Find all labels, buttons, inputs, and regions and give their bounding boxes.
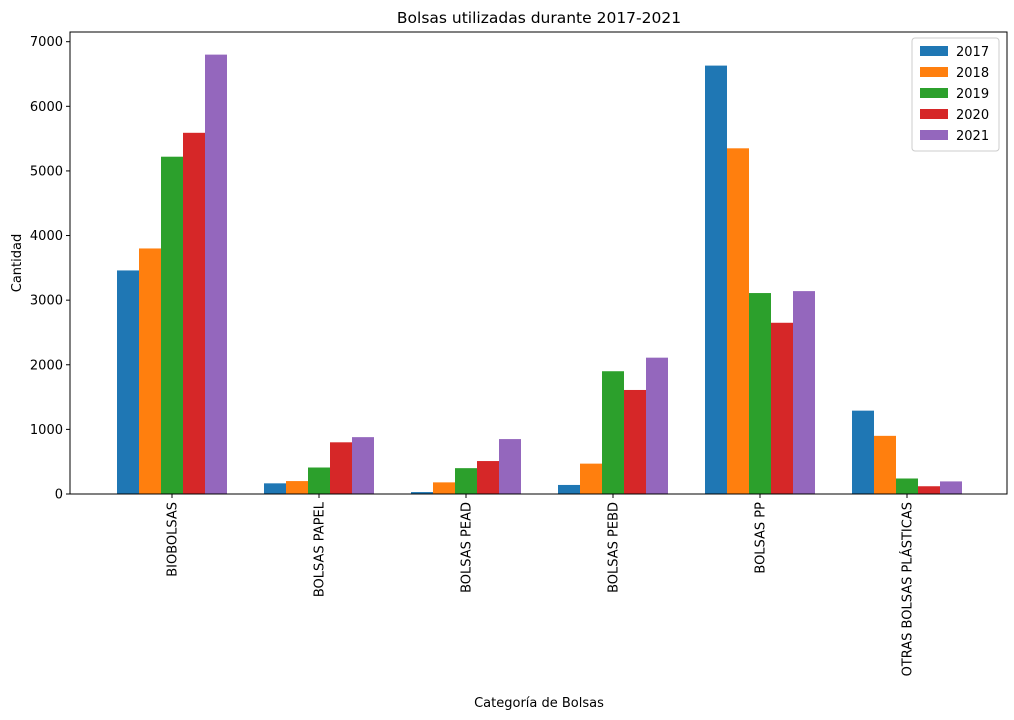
bar-bolsas-papel-2019 (308, 467, 330, 494)
x-tick-label: BOLSAS PEAD (460, 502, 475, 593)
bar-biobolsas-2021 (205, 54, 227, 494)
legend-label-2021: 2021 (956, 129, 989, 144)
bar-otras-bolsas-pl-sticas-2021 (940, 481, 962, 494)
bar-bolsas-pp-2017 (705, 65, 727, 494)
bar-bolsas-pead-2020 (477, 461, 499, 494)
bar-bolsas-pead-2018 (433, 482, 455, 494)
bar-bolsas-pead-2017 (411, 492, 433, 494)
chart-title: Bolsas utilizadas durante 2017-2021 (397, 9, 681, 27)
x-axis-title: Categoría de Bolsas (474, 696, 604, 711)
bar-otras-bolsas-pl-sticas-2018 (874, 435, 896, 494)
plot-frame (69, 31, 1008, 495)
legend-label-2020: 2020 (956, 108, 989, 123)
x-axis: BIOBOLSAS BOLSAS PAPEL BOLSAS PEAD BOLSAS P… (166, 494, 916, 676)
bar-bolsas-pebd-2017 (558, 484, 580, 494)
bar-otras-bolsas-pl-sticas-2019 (896, 478, 918, 494)
legend-label-2019: 2019 (956, 87, 989, 102)
y-tick-label: 5000 (30, 164, 63, 179)
bar-biobolsas-2018 (139, 248, 161, 494)
bar-otras-bolsas-pl-sticas-2020 (918, 486, 940, 494)
y-tick-label: 3000 (30, 294, 63, 309)
legend-swatch-2019 (920, 88, 948, 98)
legend-label-2017: 2017 (956, 45, 989, 60)
x-tick-label: BOLSAS PEBD (607, 502, 622, 593)
legend-swatch-2017 (920, 46, 948, 56)
bar-bolsas-papel-2020 (330, 442, 352, 494)
bar-bolsas-pp-2019 (749, 293, 771, 494)
bar-bolsas-pp-2021 (793, 291, 815, 494)
legend-frame (911, 37, 1000, 152)
y-tick-label: 0 (55, 488, 63, 503)
bar-biobolsas-2017 (117, 270, 139, 494)
x-tick-label: BIOBOLSAS (166, 502, 181, 577)
bar-bolsas-papel-2017 (264, 483, 286, 494)
y-axis: 0 1000 2000 3000 4000 5000 6000 7000 (30, 35, 70, 503)
bar-biobolsas-2019 (161, 156, 183, 494)
bar-bolsas-pebd-2020 (624, 389, 646, 494)
bar-bolsas-pebd-2021 (646, 357, 668, 494)
bar-bolsas-pebd-2018 (580, 463, 602, 494)
bars-group (117, 54, 962, 495)
y-tick-label: 2000 (30, 358, 63, 373)
bar-bolsas-pp-2018 (727, 148, 749, 495)
bar-bolsas-pebd-2019 (602, 371, 624, 494)
y-tick-label: 1000 (30, 423, 63, 438)
y-tick-label: 7000 (30, 35, 63, 50)
legend-swatch-2018 (920, 67, 948, 77)
bar-bolsas-pp-2020 (771, 322, 793, 494)
y-tick-label: 6000 (30, 100, 63, 115)
bar-bolsas-pead-2021 (499, 439, 521, 494)
x-tick-label: BOLSAS PP (754, 502, 769, 574)
bar-biobolsas-2020 (183, 132, 205, 495)
x-tick-label: OTRAS BOLSAS PLÁSTICAS (900, 502, 916, 676)
bar-bolsas-papel-2018 (286, 481, 308, 494)
y-axis-title: Cantidad (10, 234, 25, 292)
y-tick-label: 4000 (30, 229, 63, 244)
bar-bolsas-papel-2021 (352, 437, 374, 494)
bar-bolsas-pead-2019 (455, 468, 477, 494)
legend-swatch-2020 (920, 109, 948, 119)
legend-swatch-2021 (920, 130, 948, 140)
x-tick-label: BOLSAS PAPEL (313, 501, 328, 597)
legend: 2017 2018 2019 2020 2021 (911, 37, 1000, 152)
bar-otras-bolsas-pl-sticas-2017 (852, 410, 874, 494)
legend-label-2018: 2018 (956, 66, 989, 81)
